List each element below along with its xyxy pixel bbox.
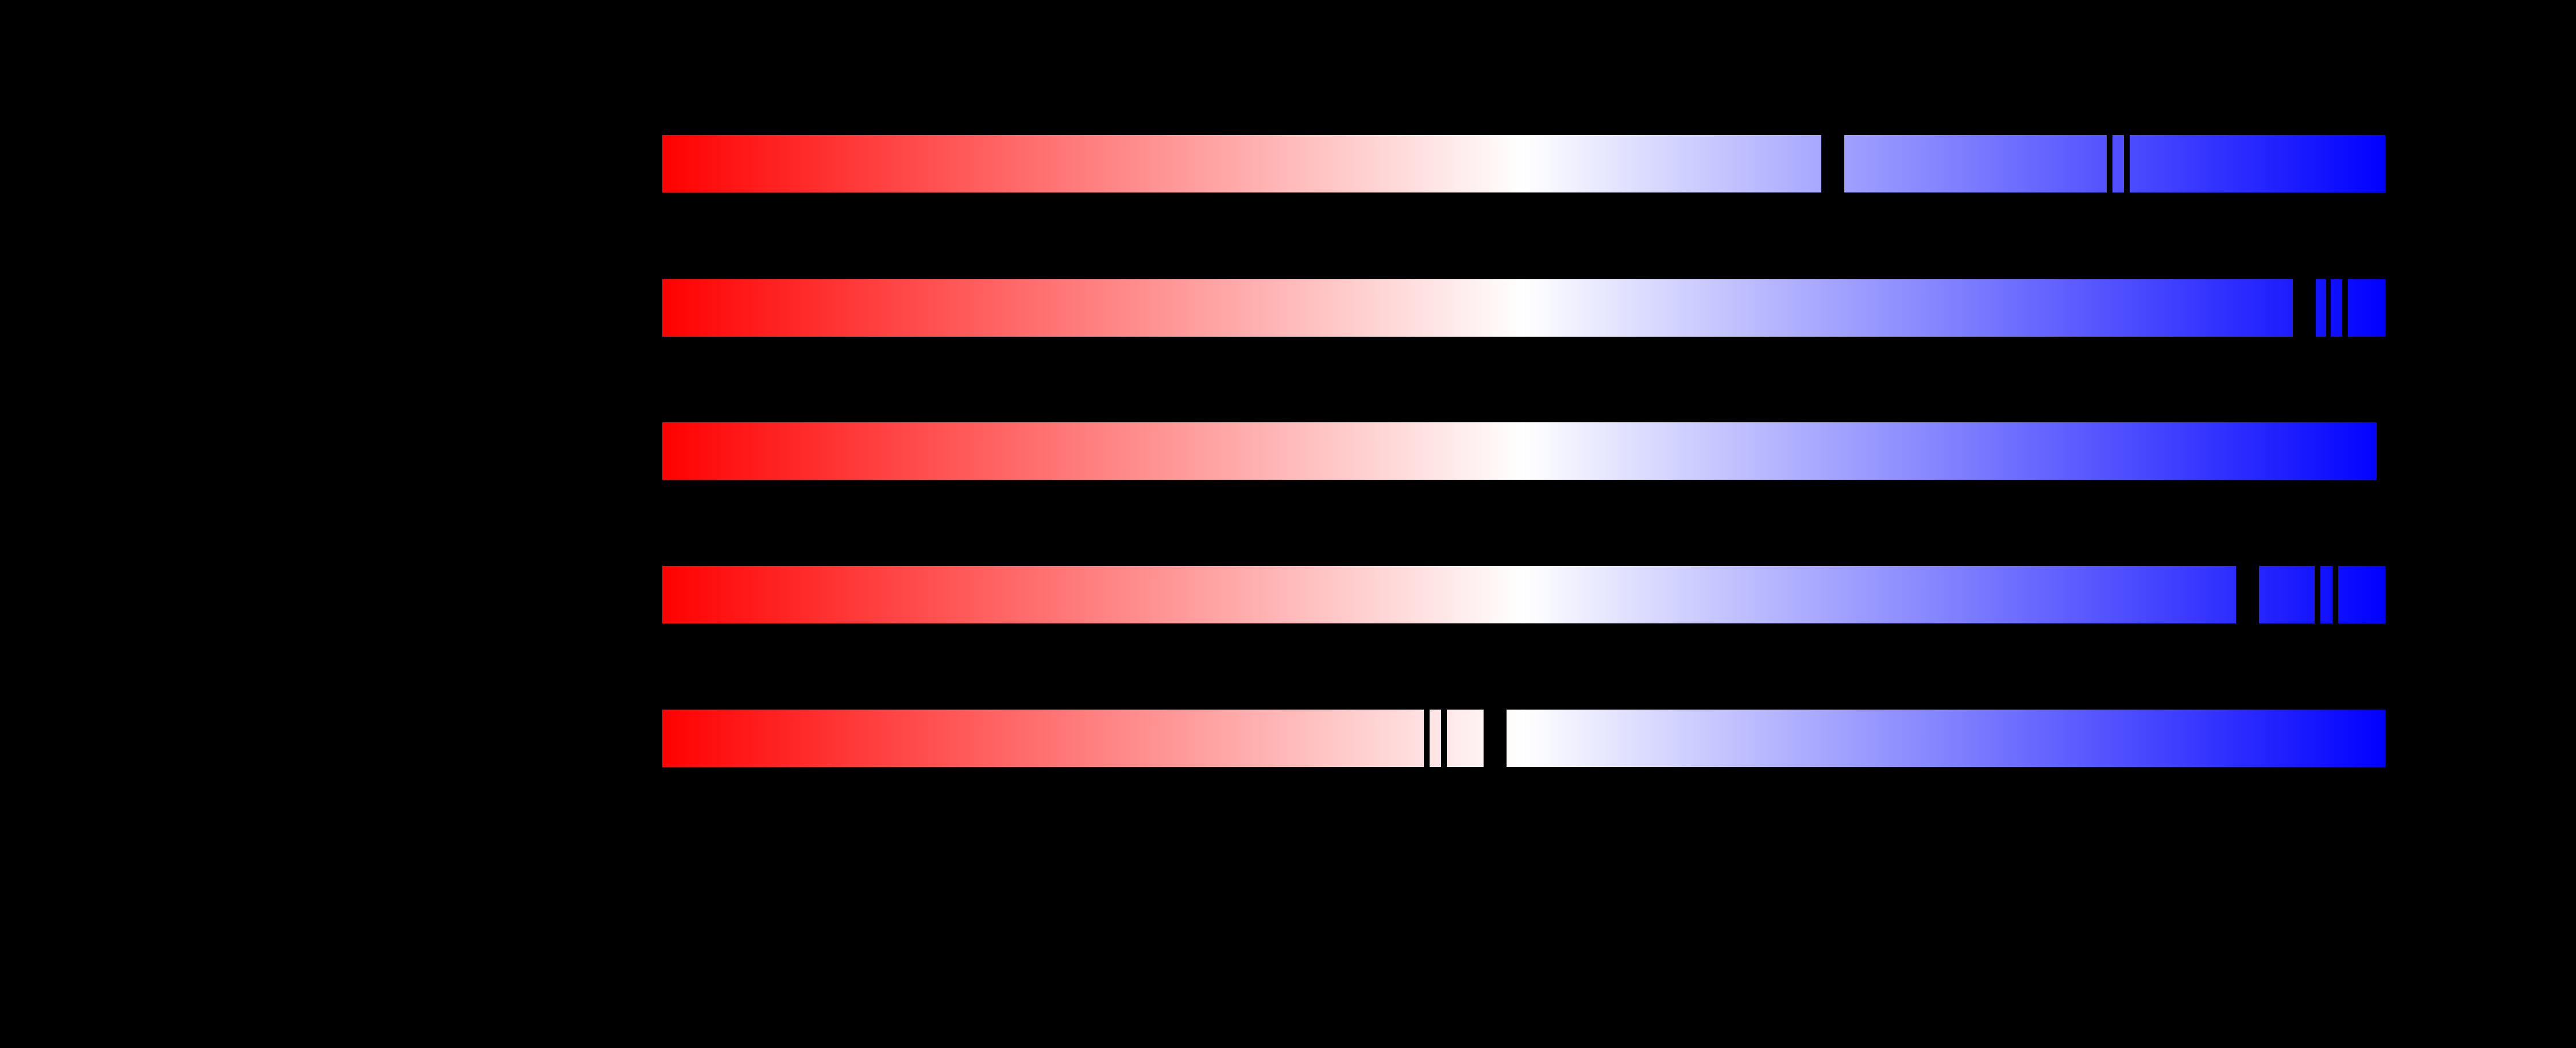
missing-cell-mark [1821,135,1844,192]
gradient-bar-row-4 [662,566,2385,623]
missing-cell-mark [2236,566,2259,623]
missing-cell-mark [2326,279,2331,337]
gradient-bar-row-2 [662,279,2385,337]
gradient-bar-row-5 [662,710,2385,767]
missing-cell-mark [1424,710,1430,767]
missing-cell-mark [2293,279,2316,337]
gradient-bar-row-3 [662,422,2377,480]
missing-cell-mark [1441,710,1447,767]
missing-cell-mark [1484,710,1507,767]
missing-cell-mark [2124,135,2130,192]
missing-cell-mark [2315,566,2320,623]
gradient-bar-row-1 [662,135,2385,192]
missing-cell-mark [2332,566,2338,623]
missing-cell-mark [2107,135,2112,192]
missing-cell-mark [2342,279,2348,337]
